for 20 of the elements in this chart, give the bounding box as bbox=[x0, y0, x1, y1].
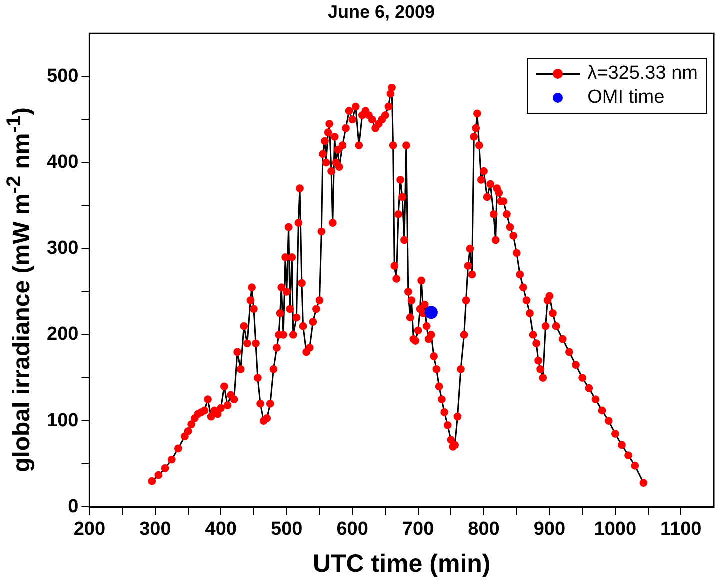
x-tick-label: 900 bbox=[534, 518, 566, 540]
x-tick-label: 500 bbox=[270, 518, 303, 540]
y-tick-label: 100 bbox=[47, 410, 79, 432]
x-tick-label: 800 bbox=[468, 518, 500, 540]
x-axis-title: UTC time (min) bbox=[312, 550, 491, 578]
x-tick-label: 700 bbox=[402, 518, 434, 540]
y-tick-label: 400 bbox=[47, 152, 79, 173]
y-tick-label: 300 bbox=[47, 238, 79, 260]
chart-title: June 6, 2009 bbox=[328, 2, 436, 22]
x-tick-label: 1000 bbox=[594, 518, 637, 540]
y-tick-label: 500 bbox=[47, 66, 79, 87]
y-tick-label: 0 bbox=[68, 496, 79, 518]
x-tick-label: 400 bbox=[205, 518, 237, 540]
legend-label: OMI time bbox=[588, 87, 665, 109]
x-tick-label: 300 bbox=[140, 518, 172, 540]
legend-label: λ=325.33 nm bbox=[588, 63, 698, 85]
x-tick-label: 600 bbox=[336, 518, 368, 540]
x-tick-label: 1100 bbox=[660, 518, 702, 540]
x-tick-label: 200 bbox=[74, 518, 106, 540]
y-tick-label: 200 bbox=[47, 324, 79, 346]
